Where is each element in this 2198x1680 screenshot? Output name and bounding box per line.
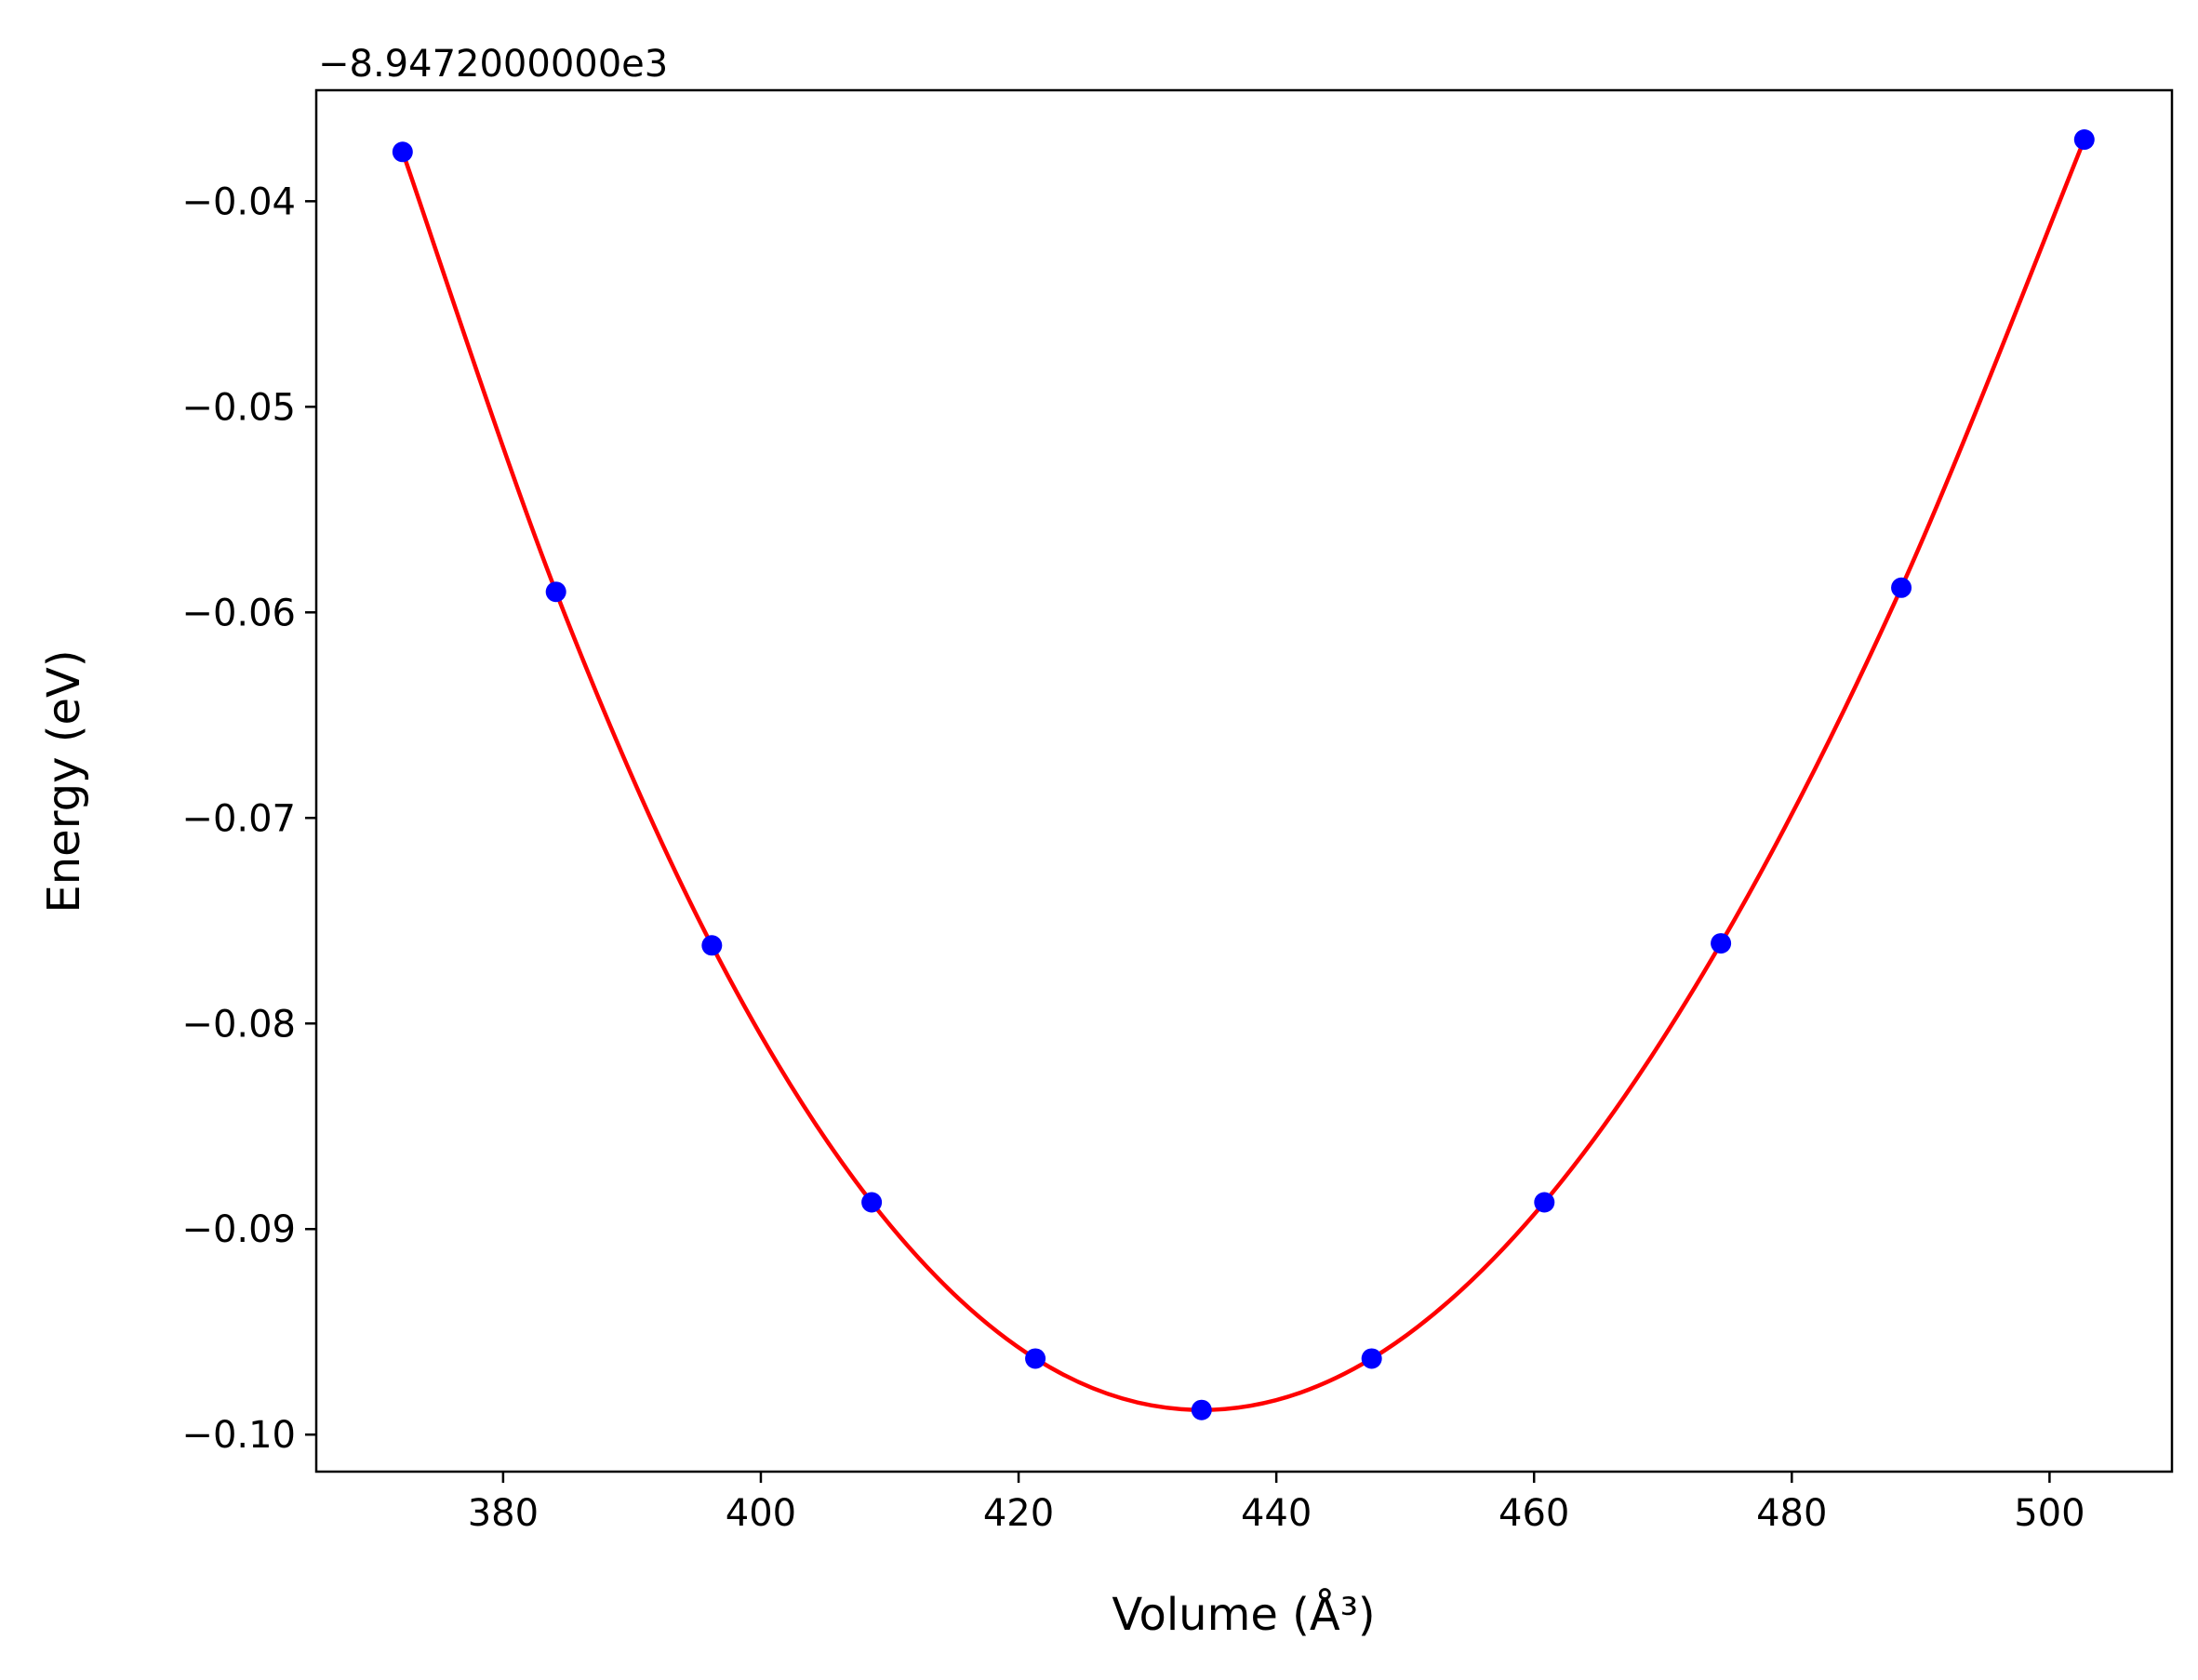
x-tick-label: 460 xyxy=(1499,1492,1569,1535)
y-tick-label: −0.06 xyxy=(181,592,296,634)
data-point xyxy=(1711,933,1732,954)
y-offset-label: −8.9472000000e3 xyxy=(318,43,668,86)
data-point xyxy=(1191,1399,1212,1420)
data-point xyxy=(1891,577,1912,598)
x-tick-label: 380 xyxy=(468,1492,539,1535)
x-tick-label: 400 xyxy=(726,1492,796,1535)
y-tick-label: −0.05 xyxy=(181,386,296,429)
x-tick-label: 440 xyxy=(1241,1492,1312,1535)
x-tick-label: 480 xyxy=(1756,1492,1827,1535)
data-point xyxy=(2073,129,2095,151)
y-tick-label: −0.10 xyxy=(181,1414,296,1457)
y-axis-label: Energy (eV) xyxy=(38,649,90,913)
data-point xyxy=(861,1192,883,1213)
x-tick-label: 420 xyxy=(983,1492,1054,1535)
x-axis-label: Volume (Å³) xyxy=(1112,1588,1375,1641)
plot-area xyxy=(392,129,2095,1420)
y-axis: −0.04 −0.05 −0.06 −0.07 −0.08 −0.09 −0.10 xyxy=(181,180,316,1457)
y-tick-label: −0.08 xyxy=(181,1003,296,1046)
x-axis: 380 400 420 440 460 480 500 xyxy=(468,1472,2085,1535)
y-tick-label: −0.07 xyxy=(181,797,296,840)
data-point xyxy=(392,141,413,163)
data-point xyxy=(701,935,723,956)
data-point xyxy=(545,581,566,603)
x-tick-label: 500 xyxy=(2014,1492,2085,1535)
plot-frame xyxy=(314,88,2174,1473)
data-point xyxy=(1361,1348,1382,1369)
data-point xyxy=(1534,1192,1555,1213)
data-point xyxy=(1025,1348,1046,1369)
y-tick-label: −0.09 xyxy=(181,1208,296,1251)
y-tick-label: −0.04 xyxy=(181,180,296,223)
